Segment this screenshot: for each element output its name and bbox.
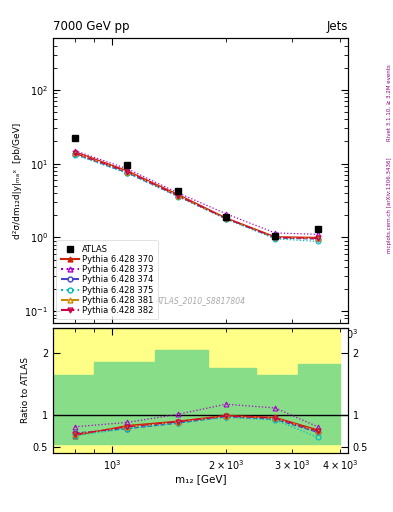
Text: mcplots.cern.ch [arXiv:1306.3436]: mcplots.cern.ch [arXiv:1306.3436] bbox=[387, 157, 392, 252]
X-axis label: m₁₂ [GeV]: m₁₂ [GeV] bbox=[174, 475, 226, 484]
Legend: ATLAS, Pythia 6.428 370, Pythia 6.428 373, Pythia 6.428 374, Pythia 6.428 375, P: ATLAS, Pythia 6.428 370, Pythia 6.428 37… bbox=[56, 241, 158, 319]
Text: 7000 GeV pp: 7000 GeV pp bbox=[53, 20, 130, 33]
Text: ATLAS_2010_S8817804: ATLAS_2010_S8817804 bbox=[155, 296, 246, 306]
Y-axis label: d²σ/dm₁₂d|y|ₘₐˣ  [pb/GeV]: d²σ/dm₁₂d|y|ₘₐˣ [pb/GeV] bbox=[13, 122, 22, 239]
Text: Jets: Jets bbox=[326, 20, 348, 33]
Y-axis label: Ratio to ATLAS: Ratio to ATLAS bbox=[21, 357, 30, 423]
Text: Rivet 3.1.10, ≥ 3.2M events: Rivet 3.1.10, ≥ 3.2M events bbox=[387, 64, 392, 141]
